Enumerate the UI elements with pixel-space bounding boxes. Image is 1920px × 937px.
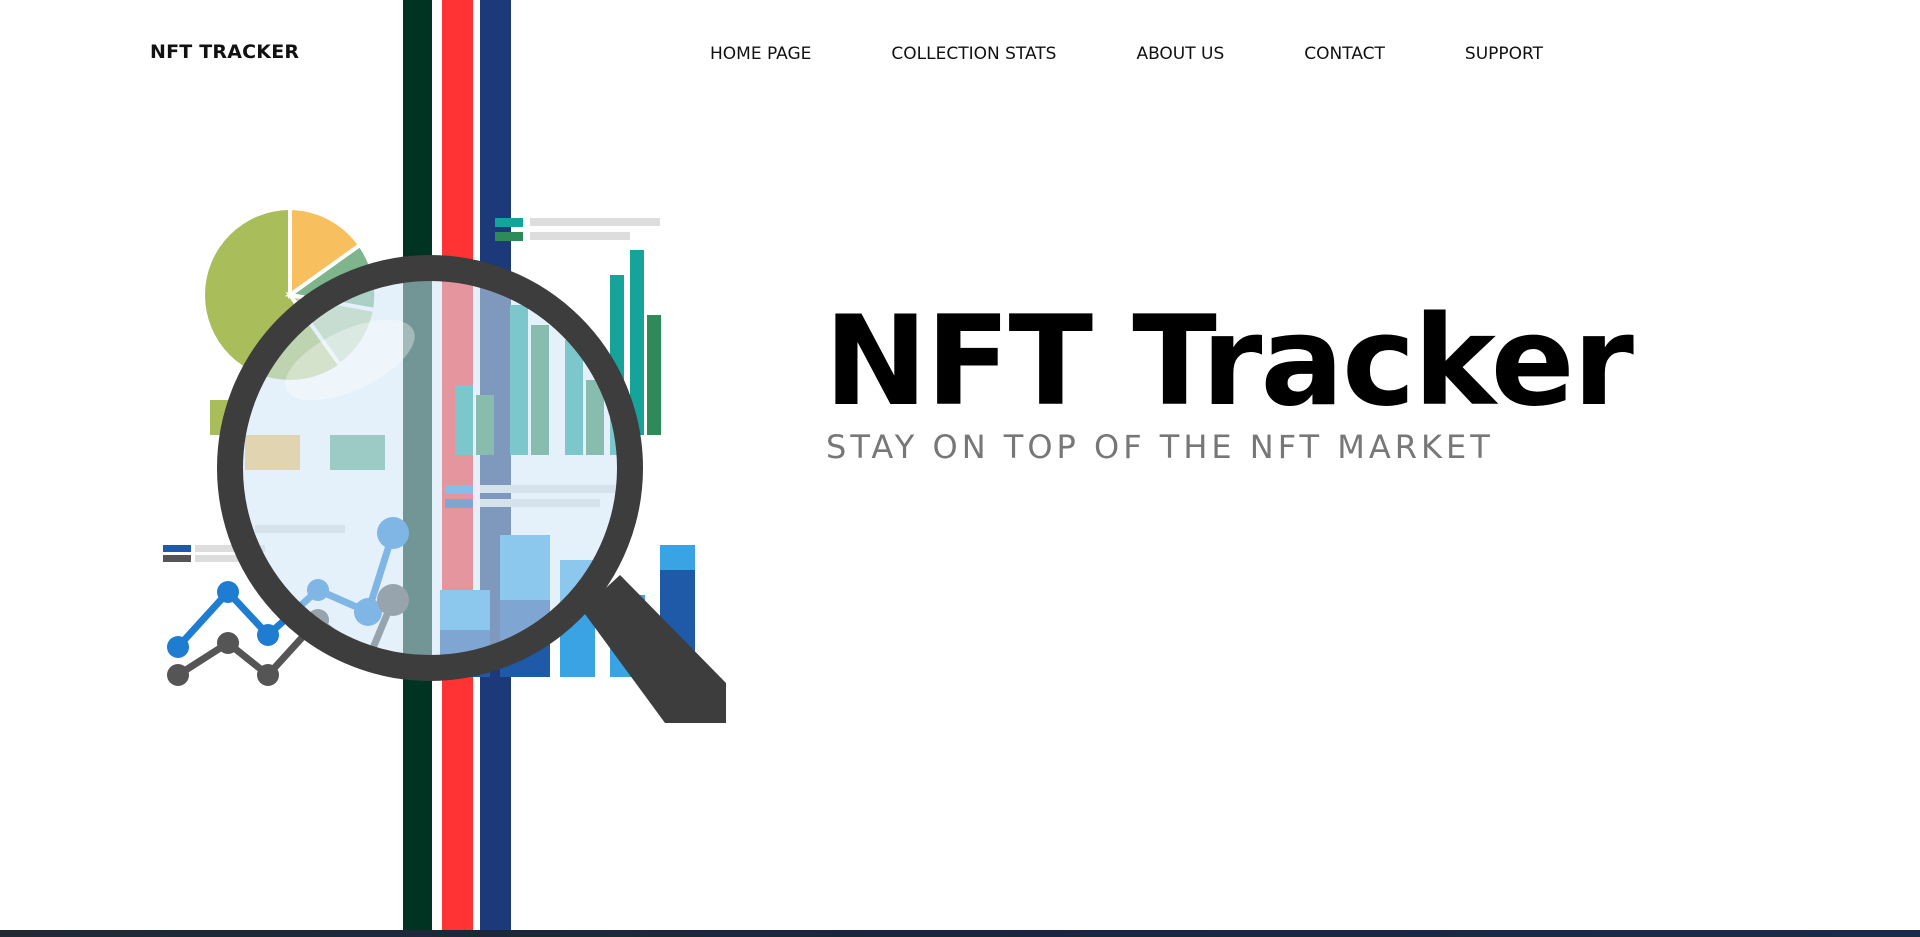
hero-title: NFT Tracker — [824, 290, 1634, 434]
bottom-bar — [0, 930, 1920, 937]
nav-support[interactable]: SUPPORT — [1464, 44, 1543, 64]
analytics-magnifier-icon — [163, 205, 726, 723]
nav-about-us[interactable]: ABOUT US — [1136, 44, 1225, 64]
main-nav: HOME PAGE COLLECTION STATS ABOUT US CONT… — [710, 44, 1543, 64]
magnifier-glass-icon — [217, 255, 726, 723]
brand-logo[interactable]: NFT TRACKER — [150, 41, 300, 63]
nav-contact[interactable]: CONTACT — [1304, 44, 1385, 64]
nav-collection-stats[interactable]: COLLECTION STATS — [891, 44, 1057, 64]
hero-subtitle: STAY ON TOP OF THE NFT MARKET — [826, 428, 1494, 466]
nav-home-page[interactable]: HOME PAGE — [710, 44, 812, 64]
